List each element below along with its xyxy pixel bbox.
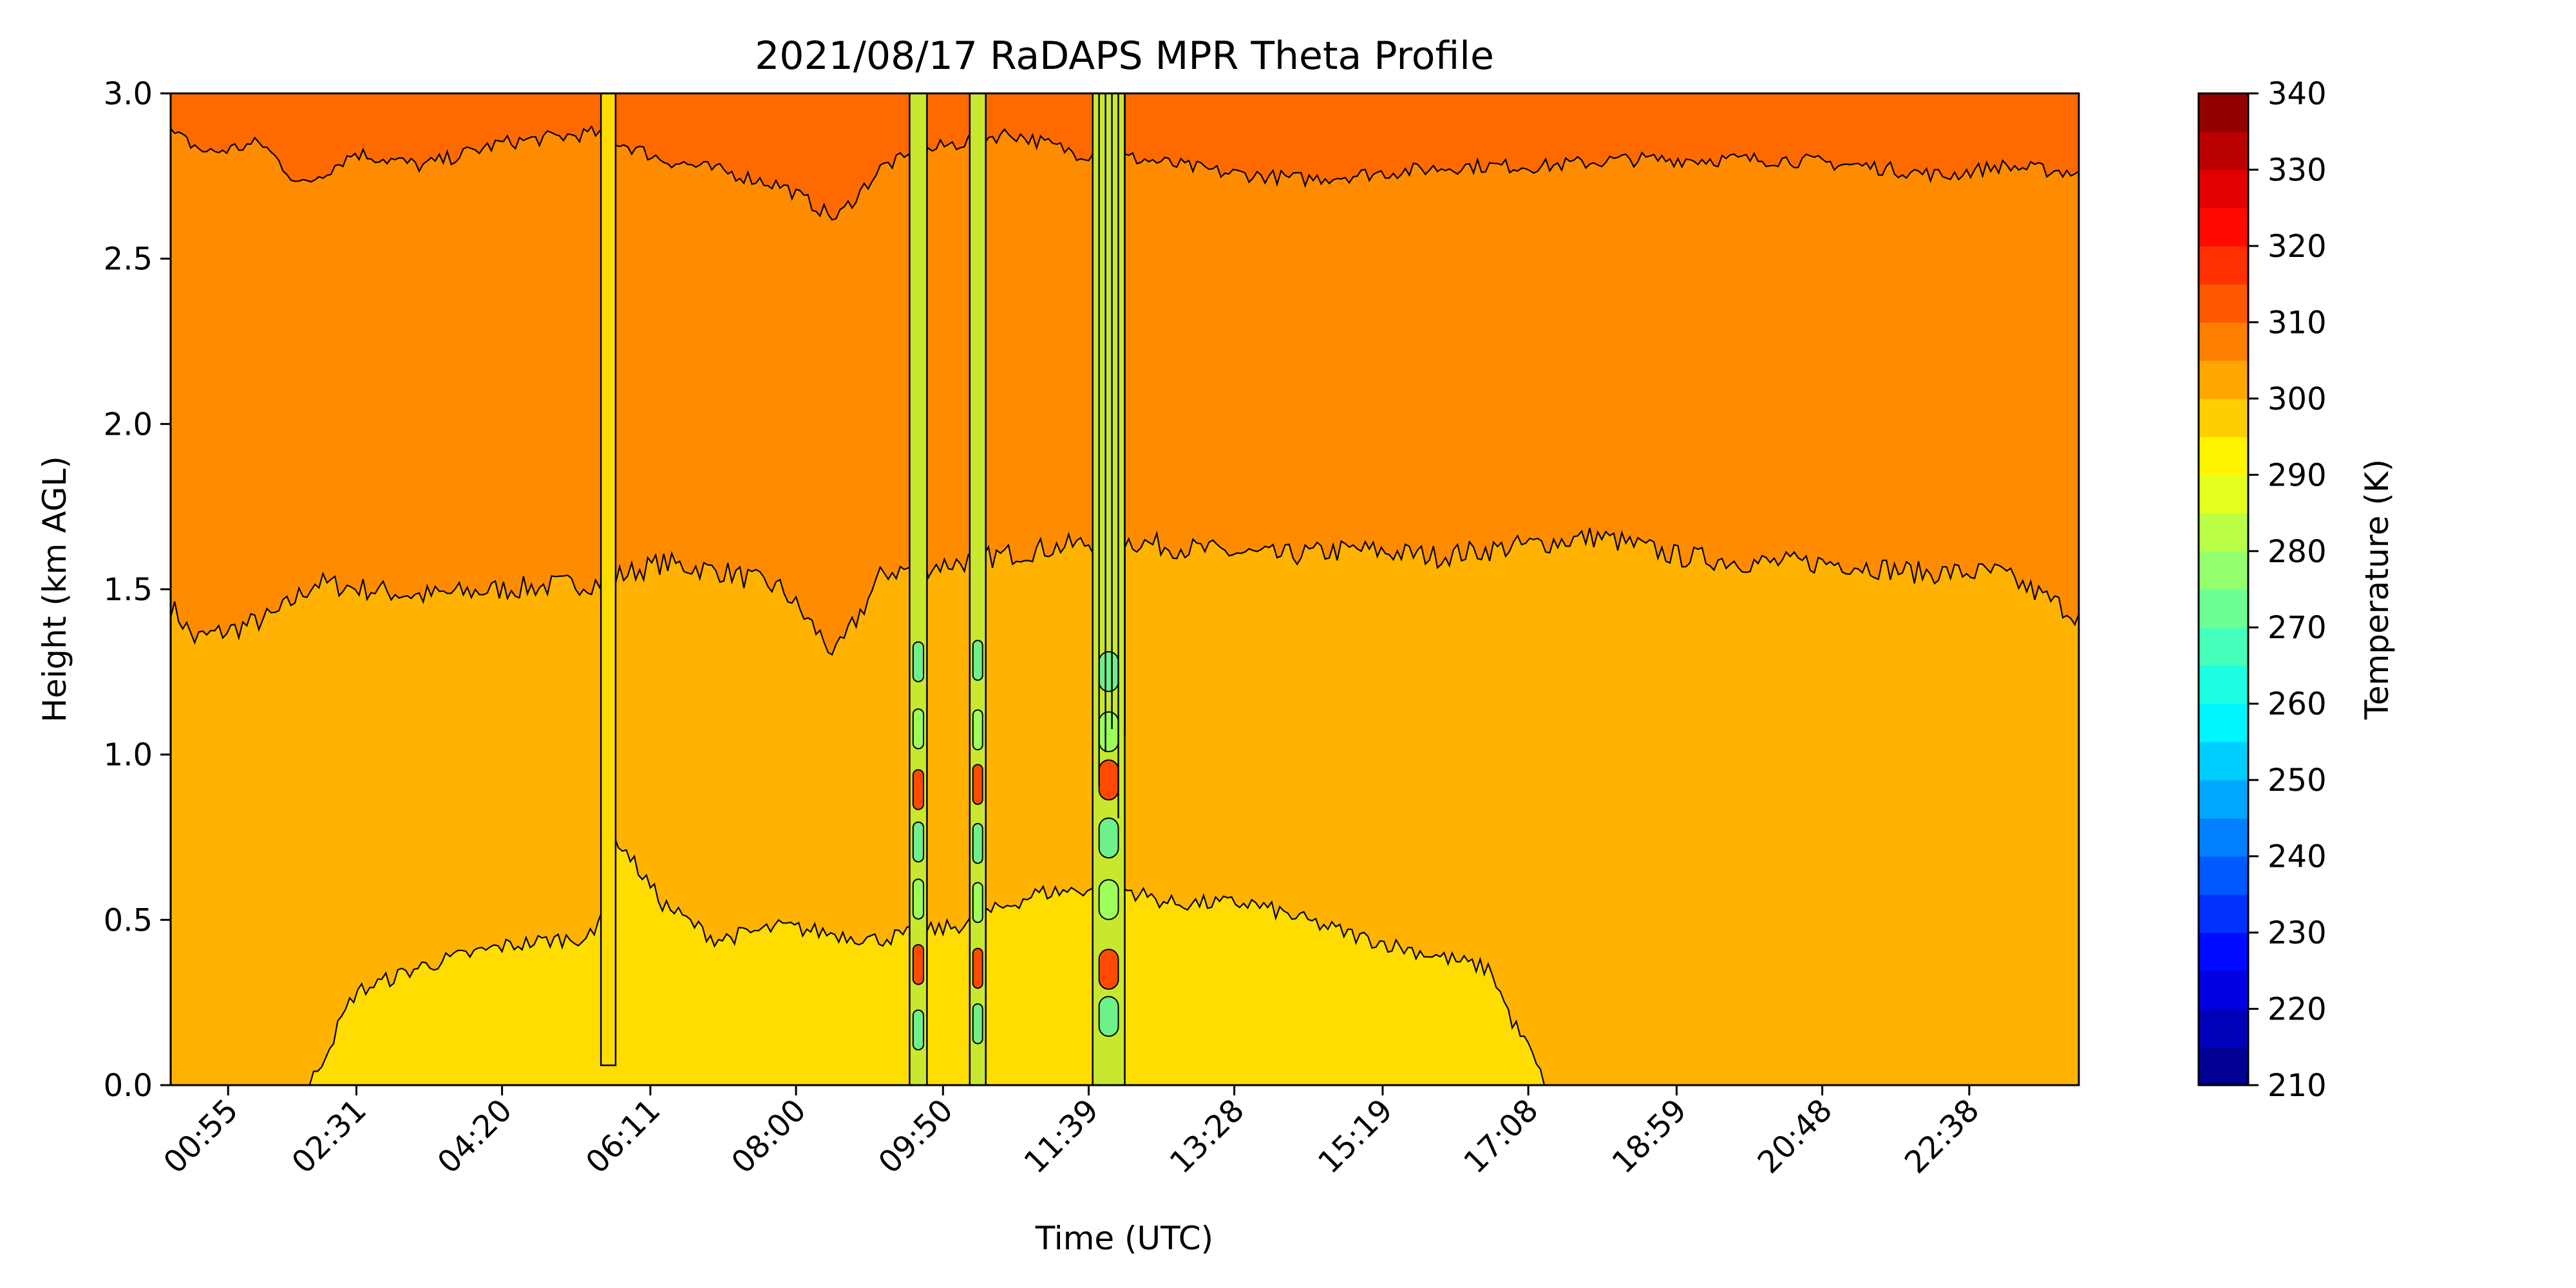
colorbar-segment — [2199, 665, 2248, 705]
x-tick-label: 22:38 — [1898, 1092, 1986, 1180]
layer-310-315 — [171, 93, 2079, 220]
colorbar-tick-label: 270 — [2268, 610, 2327, 646]
colorbar-segment — [2199, 971, 2248, 1010]
x-tick-label: 08:00 — [724, 1092, 813, 1180]
colorbar-tick-label: 240 — [2268, 839, 2327, 875]
colorbar-segment — [2199, 169, 2248, 209]
colorbar — [2199, 93, 2248, 1086]
colorbar-tick-label: 210 — [2268, 1068, 2327, 1104]
colorbar-segment — [2199, 551, 2248, 590]
colorbar-segment — [2199, 398, 2248, 437]
y-tick-label: 0.0 — [104, 1068, 153, 1104]
colorbar-tick-label: 330 — [2268, 152, 2327, 188]
colorbar-tick-label: 260 — [2268, 687, 2327, 723]
colorbar-segment — [2199, 933, 2248, 971]
colorbar-ticks: 210 220 230 240 250 260 270 280 290 300 310 320 330 3… — [2248, 76, 2327, 1104]
colorbar-label: Temperature (K) — [2358, 459, 2396, 720]
x-tick-label: 18:59 — [1605, 1092, 1694, 1180]
x-tick-label: 17:08 — [1457, 1092, 1545, 1180]
disturbance-column — [1092, 93, 1126, 1085]
colorbar-segment — [2199, 207, 2248, 247]
chart-title: 2021/08/17 RaDAPS MPR Theta Profile — [755, 33, 1494, 79]
disturbance-column — [600, 93, 617, 1066]
colorbar-segment — [2199, 856, 2248, 895]
colorbar-segment — [2199, 894, 2248, 933]
colorbar-tick-label: 320 — [2268, 229, 2327, 265]
colorbar-segment — [2199, 475, 2248, 514]
x-tick-label: 15:19 — [1311, 1092, 1399, 1180]
colorbar-tick-label: 300 — [2268, 381, 2327, 417]
x-tick-label: 06:11 — [579, 1092, 667, 1180]
colorbar-segment — [2199, 818, 2248, 857]
colorbar-tick-label: 310 — [2268, 305, 2327, 341]
x-tick-label: 00:55 — [156, 1092, 245, 1180]
disturbance-columns — [600, 93, 1126, 1085]
y-tick-label: 2.0 — [104, 406, 153, 442]
plot-area — [171, 93, 2079, 1085]
colorbar-tick-label: 220 — [2268, 992, 2327, 1028]
colorbar-segment — [2199, 703, 2248, 743]
colorbar-segment — [2199, 589, 2248, 628]
colorbar-segment — [2199, 360, 2248, 399]
colorbar-segment — [2199, 437, 2248, 475]
colorbar-segment — [2199, 322, 2248, 361]
colorbar-segment — [2199, 284, 2248, 323]
y-tick-label: 0.5 — [104, 902, 153, 938]
x-tick-label: 09:50 — [871, 1092, 960, 1180]
colorbar-tick-label: 340 — [2268, 76, 2327, 112]
colorbar-segment — [2199, 245, 2248, 285]
disturbance-column — [909, 93, 928, 1085]
x-tick-label: 02:31 — [285, 1092, 373, 1180]
disturbance-column — [969, 93, 987, 1085]
colorbar-segment — [2199, 780, 2248, 819]
colorbar-segment — [2199, 131, 2248, 171]
colorbar-frame — [2197, 92, 2249, 1086]
y-tick-label: 1.5 — [104, 572, 153, 608]
colorbar-tick-label: 290 — [2268, 457, 2327, 493]
x-tick-label: 11:39 — [1018, 1092, 1106, 1180]
y-axis-ticks: 0.0 0.5 1.0 1.5 2.0 2.5 3.0 — [104, 76, 171, 1104]
colorbar-tick-label: 280 — [2268, 534, 2327, 570]
colorbar-segment — [2199, 741, 2248, 781]
colorbar-tick-label: 230 — [2268, 915, 2327, 951]
x-axis-label: Time (UTC) — [1035, 1220, 1213, 1257]
x-tick-label: 04:20 — [431, 1092, 519, 1180]
colorbar-segment — [2199, 627, 2248, 667]
colorbar-segment — [2199, 1046, 2248, 1086]
colorbar-segment — [2199, 513, 2248, 552]
y-axis-label: Height (km AGL) — [36, 456, 73, 723]
y-tick-label: 1.0 — [104, 737, 153, 773]
colorbar-segment — [2199, 93, 2248, 132]
colorbar-tick-label: 250 — [2268, 762, 2327, 799]
x-axis-ticks: 00:55 02:31 04:20 06:11 08:00 09:50 11:39 13:28… — [156, 1085, 1986, 1180]
y-tick-label: 3.0 — [104, 76, 153, 112]
x-tick-label: 20:48 — [1751, 1092, 1839, 1180]
colorbar-segment — [2199, 1009, 2248, 1048]
y-tick-label: 2.5 — [104, 242, 153, 278]
x-tick-label: 13:28 — [1163, 1092, 1251, 1180]
